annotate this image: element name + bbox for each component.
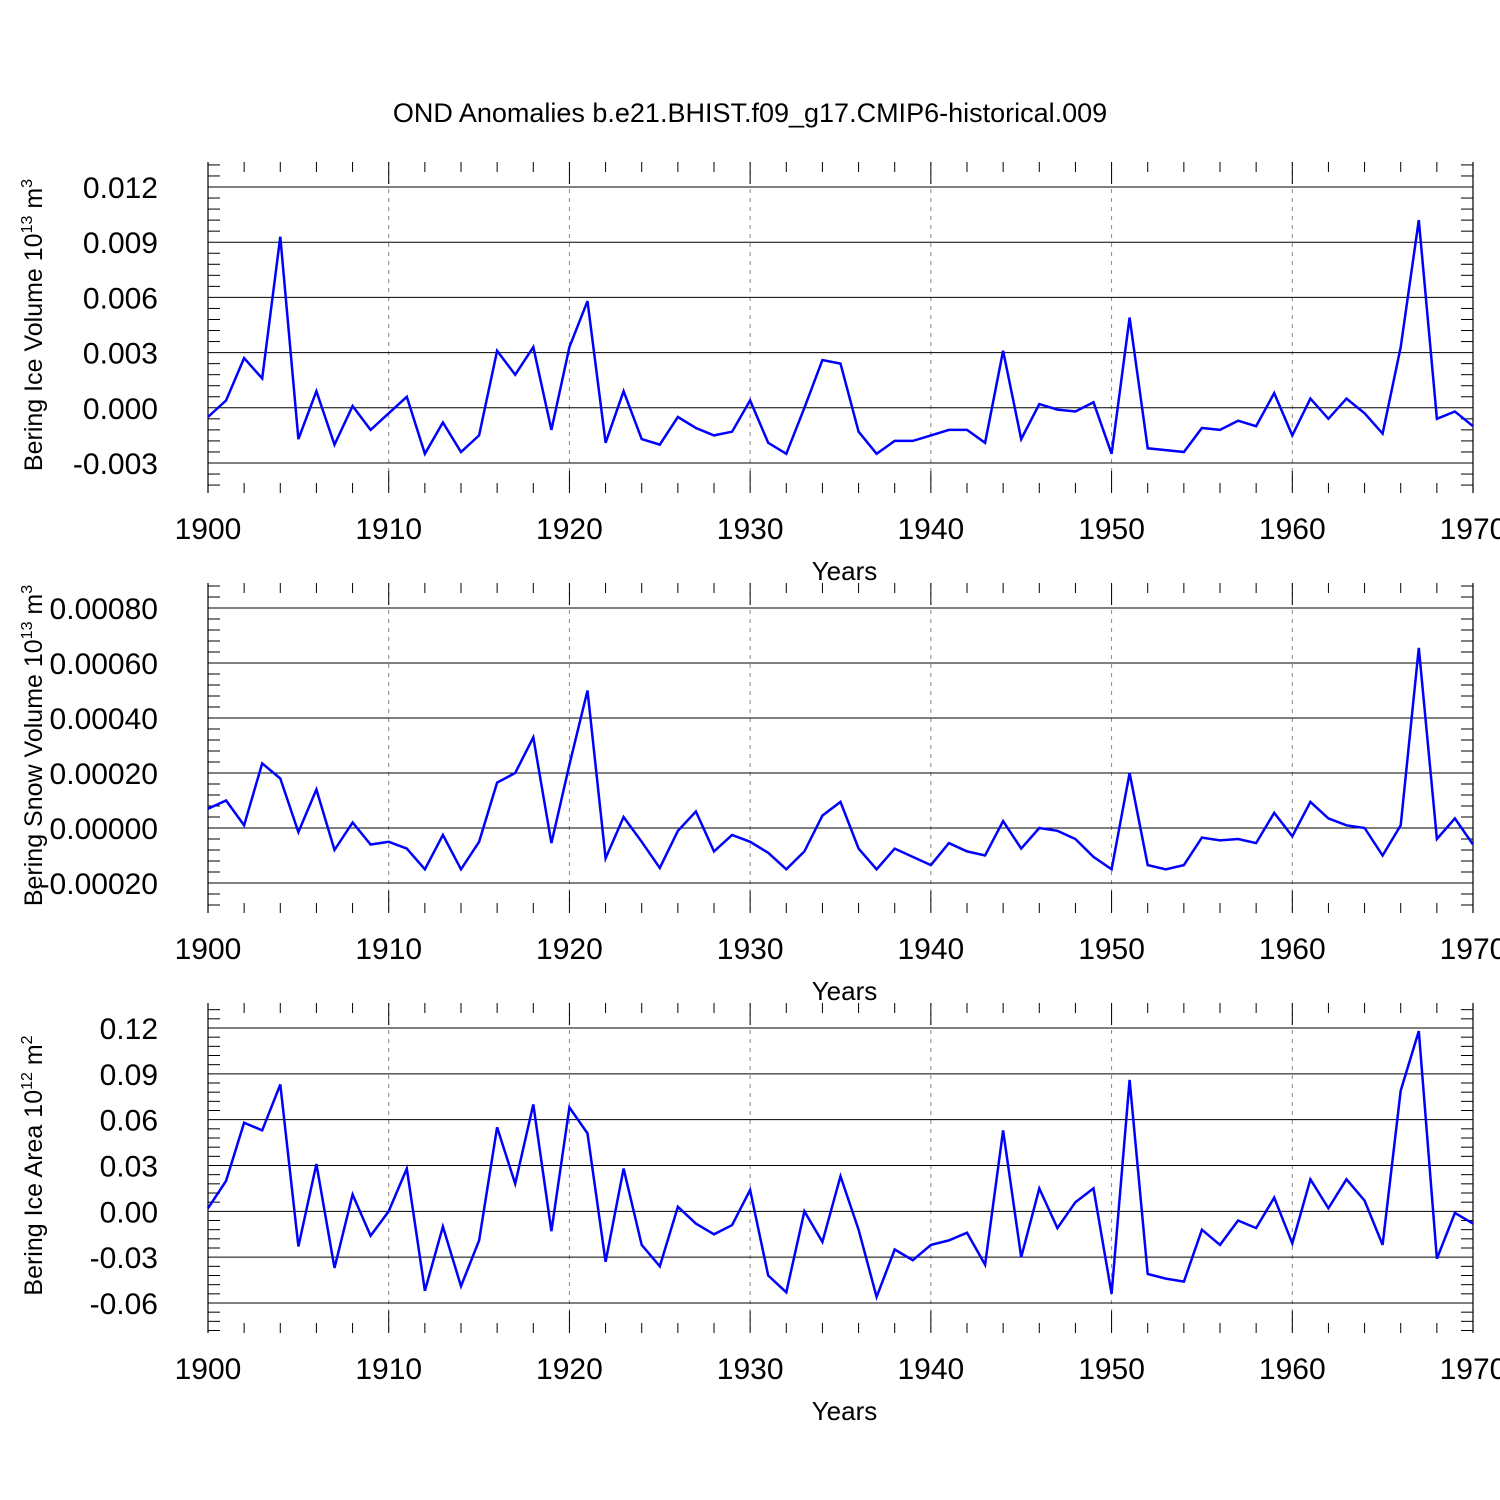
y-tick-label: 0.006	[83, 282, 158, 315]
y-tick-label: 0.09	[100, 1059, 158, 1092]
series-line	[207, 647, 1475, 872]
x-tick-label: 1910	[355, 933, 422, 966]
y-axis-label-main: Bering Ice Area 10	[20, 1090, 48, 1296]
y-tick-label: -0.003	[73, 448, 158, 481]
x-tick-label: 1970	[1440, 1353, 1500, 1386]
y-tick-label: 0.00040	[50, 703, 158, 736]
y-tick-label: 0.00080	[50, 593, 158, 626]
y-tick-label: 0.00020	[50, 758, 158, 791]
y-axis-label-unit-exponent: 3	[19, 585, 36, 594]
x-axis-label: Years	[812, 976, 878, 1006]
chart-panel-3: -0.06 -0.03 0.00 0.03 0.06 0.09 0.12 1900 1910 19…	[19, 1003, 1500, 1426]
y-axis-label: Bering Ice Area 1012 m2	[19, 1035, 48, 1295]
x-tick-label: 1960	[1259, 933, 1326, 966]
x-tick-label: 1920	[536, 513, 603, 546]
y-axis-label-exponent: 13	[19, 621, 36, 639]
y-tick-label: 0.03	[100, 1151, 158, 1184]
y-tick-label: 0.009	[83, 227, 158, 260]
x-tick-label: 1940	[897, 513, 964, 546]
chart-title: OND Anomalies b.e21.BHIST.f09_g17.CMIP6-…	[393, 98, 1107, 128]
y-axis-label-exponent: 12	[19, 1072, 36, 1090]
x-tick-label: 1900	[175, 933, 242, 966]
x-tick-label: 1930	[717, 1353, 784, 1386]
x-tick-label: 1910	[355, 1353, 422, 1386]
x-tick-label: 1900	[175, 1353, 242, 1386]
y-axis-label-unit: m	[20, 594, 48, 622]
x-tick-label: 1970	[1440, 513, 1500, 546]
y-tick-label: 0.000	[83, 393, 158, 426]
x-tick-label: 1950	[1078, 933, 1145, 966]
chart-panel-2: -0.00020 0.00000 0.00020 0.00040 0.00060 0.00…	[19, 583, 1500, 1006]
y-axis-label-main: Bering Snow Volume 10	[20, 639, 48, 906]
y-axis-label-unit-exponent: 2	[19, 1035, 36, 1044]
y-axis-label: Bering Snow Volume 1013 m3	[19, 585, 48, 906]
y-axis-label-unit: m	[20, 188, 48, 216]
x-tick-label: 1930	[717, 933, 784, 966]
y-tick-label: 0.06	[100, 1105, 158, 1138]
series-line	[207, 219, 1474, 457]
y-tick-label: -0.06	[90, 1288, 158, 1321]
x-tick-label: 1950	[1078, 1353, 1145, 1386]
x-axis-label: Years	[812, 1396, 878, 1426]
x-tick-label: 1960	[1259, 1353, 1326, 1386]
y-tick-label: -0.03	[90, 1242, 158, 1275]
x-tick-label: 1920	[536, 933, 603, 966]
y-tick-label: 0.00060	[50, 648, 158, 681]
y-axis-label: Bering Ice Volume 1013 m3	[19, 179, 48, 471]
y-axis-label-unit: m	[20, 1044, 48, 1072]
y-tick-label: 0.12	[100, 1013, 158, 1046]
series-line	[206, 1030, 1474, 1301]
x-tick-label: 1940	[897, 1353, 964, 1386]
y-tick-label: -0.00020	[40, 868, 158, 901]
x-tick-label: 1950	[1078, 513, 1145, 546]
x-tick-label: 1920	[536, 1353, 603, 1386]
x-tick-label: 1960	[1259, 513, 1326, 546]
y-tick-label: 0.00000	[50, 813, 158, 846]
y-axis-label-exponent: 13	[19, 216, 36, 234]
y-tick-label: 0.00	[100, 1196, 158, 1229]
x-tick-label: 1940	[897, 933, 964, 966]
y-axis-label-unit-exponent: 3	[19, 179, 36, 188]
x-tick-label: 1900	[175, 513, 242, 546]
x-tick-label: 1930	[717, 513, 784, 546]
x-tick-label: 1910	[355, 513, 422, 546]
y-tick-label: 0.012	[83, 172, 158, 205]
y-tick-label: 0.003	[83, 338, 158, 371]
x-axis-label: Years	[812, 556, 878, 586]
y-axis-label-main: Bering Ice Volume 10	[20, 233, 48, 471]
chart-panel-1: -0.003 0.000 0.003 0.006 0.009 0.012 1900 1910 1…	[19, 162, 1500, 586]
x-tick-label: 1970	[1440, 933, 1500, 966]
